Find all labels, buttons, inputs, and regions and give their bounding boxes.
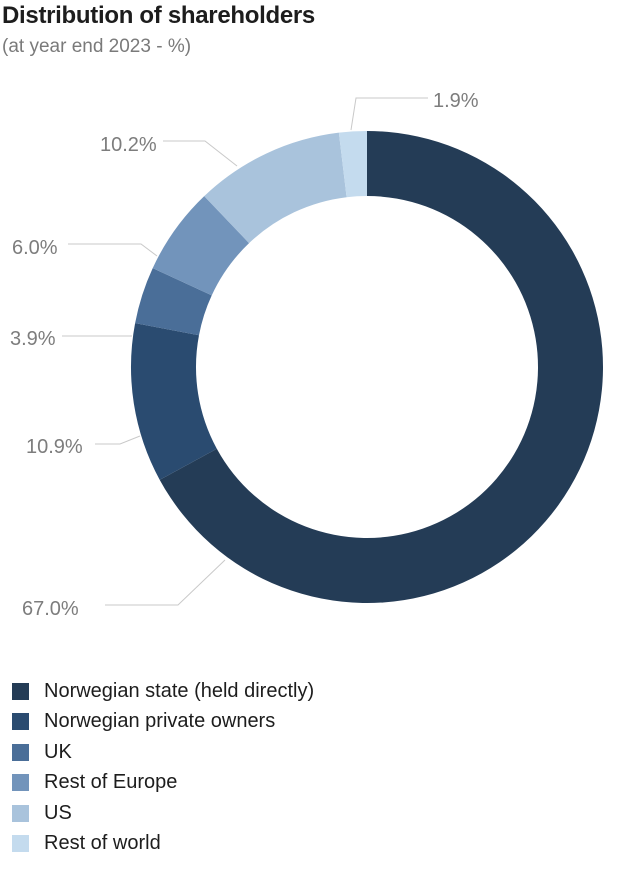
legend-swatch bbox=[12, 774, 29, 792]
leader-line bbox=[68, 243, 158, 257]
leader-line bbox=[105, 559, 226, 606]
slice-labels: 67.0% 10.9% 3.9% 6.0% 10.2% 1.9% bbox=[10, 90, 479, 620]
chart-subtitle: (at year end 2023 - %) bbox=[2, 36, 192, 57]
legend-item: UK bbox=[12, 737, 314, 768]
legend-label: Rest of Europe bbox=[44, 771, 178, 794]
slice-label: 1.9% bbox=[433, 90, 479, 112]
slice-label: 6.0% bbox=[12, 237, 58, 259]
legend-label: Norwegian state (held directly) bbox=[44, 679, 315, 702]
slice-norwegian-state-held-directly bbox=[159, 131, 603, 603]
leader-line bbox=[350, 97, 428, 131]
slice-rest-of-europe bbox=[152, 196, 250, 296]
chart-title: Distribution of shareholders bbox=[2, 2, 315, 29]
leader-line bbox=[95, 435, 141, 445]
legend-label: US bbox=[44, 801, 72, 824]
slice-label: 3.9% bbox=[10, 328, 56, 350]
legend-swatch bbox=[12, 713, 29, 731]
legend-item: Rest of Europe bbox=[12, 768, 314, 799]
legend-item: Norwegian state (held directly) bbox=[12, 676, 314, 707]
legend: Norwegian state (held directly) Norwegian… bbox=[12, 676, 314, 859]
legend-item: Rest of world bbox=[12, 829, 314, 860]
legend-swatch bbox=[12, 804, 29, 822]
slice-us bbox=[204, 132, 347, 244]
slice-uk bbox=[135, 268, 212, 336]
legend-label: UK bbox=[44, 740, 72, 763]
legend-item: US bbox=[12, 798, 314, 829]
legend-swatch bbox=[12, 743, 29, 761]
slice-rest-of-world bbox=[338, 131, 367, 198]
legend-label: Norwegian private owners bbox=[44, 710, 276, 733]
legend-swatch bbox=[12, 682, 29, 700]
legend-label: Rest of world bbox=[44, 832, 161, 855]
slice-label: 10.9% bbox=[26, 436, 83, 458]
legend-item: Norwegian private owners bbox=[12, 707, 314, 738]
slice-norwegian-private-owners bbox=[131, 323, 217, 480]
slice-label: 10.2% bbox=[100, 134, 157, 156]
leader-line bbox=[163, 140, 238, 167]
leader-lines bbox=[62, 97, 428, 606]
legend-swatch bbox=[12, 835, 29, 853]
donut-chart: 67.0% 10.9% 3.9% 6.0% 10.2% 1.9% bbox=[10, 90, 603, 620]
slice-label: 67.0% bbox=[22, 598, 79, 620]
donut-slices bbox=[131, 131, 603, 603]
